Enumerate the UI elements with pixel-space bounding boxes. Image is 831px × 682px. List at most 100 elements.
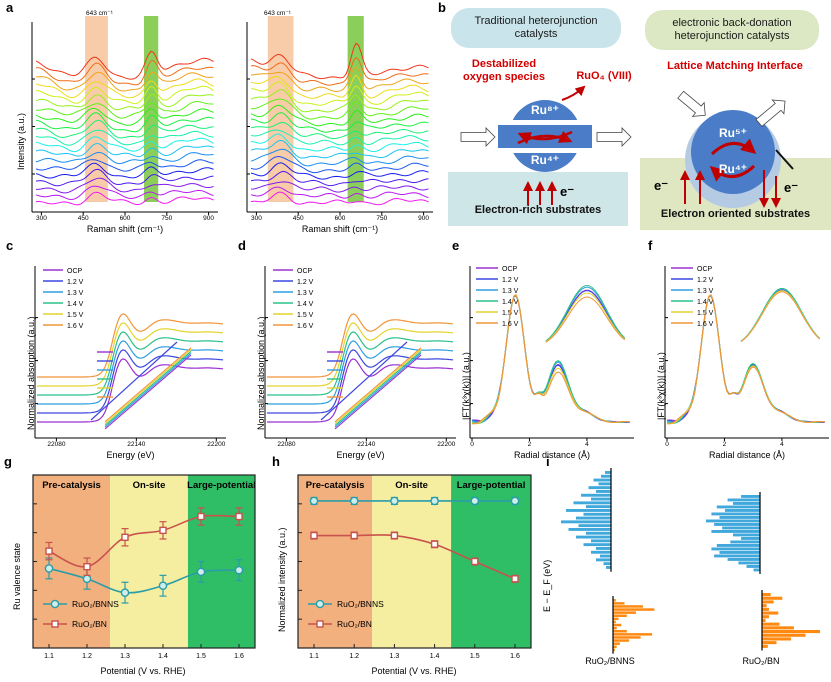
svg-text:22200: 22200 xyxy=(207,441,225,448)
svg-text:1.2 V: 1.2 V xyxy=(697,277,714,284)
schematic-arrows-layer xyxy=(460,85,794,208)
svg-text:1.6 V: 1.6 V xyxy=(297,323,314,330)
svg-text:1.5: 1.5 xyxy=(470,653,480,660)
exafs-left-xaxis-label: Radial distance (Å) xyxy=(513,450,591,460)
svg-text:2: 2 xyxy=(723,441,727,448)
svg-text:1.4: 1.4 xyxy=(430,653,440,660)
ru4-right-label: Ru⁴⁺ xyxy=(718,162,748,176)
svg-text:OCP: OCP xyxy=(67,268,83,275)
svg-text:OCP: OCP xyxy=(697,266,713,273)
xanes-right-yaxis-label: Normalized absorption (a.u.) xyxy=(256,316,266,430)
trend-right-plot: Pre-catalysis On-site Large-potential 1.1 1.… xyxy=(297,474,532,660)
svg-text:1.5 V: 1.5 V xyxy=(297,312,314,319)
svg-text:1.5: 1.5 xyxy=(196,653,206,660)
svg-text:1.2 V: 1.2 V xyxy=(502,277,519,284)
svg-text:OCP: OCP xyxy=(502,266,518,273)
svg-text:1.6 V: 1.6 V xyxy=(67,323,84,330)
raman-waterfall-left-plot: 300 450 600 750 900 xyxy=(31,16,218,222)
ru5-label: Ru⁵⁺ xyxy=(719,126,747,140)
xanes-left-yaxis-label: Normalized absorption (a.u.) xyxy=(26,316,36,430)
svg-text:OCP: OCP xyxy=(297,268,313,275)
trend-left-yaxis-label: Ru valence state xyxy=(12,542,22,610)
hist-yaxis-label: E − E_F (eV) xyxy=(542,559,552,612)
svg-text:1.3: 1.3 xyxy=(390,653,400,660)
svg-text:1.6 V: 1.6 V xyxy=(697,321,714,328)
svg-text:1.3 V: 1.3 V xyxy=(67,290,84,297)
panel-letter-e: e xyxy=(452,238,460,253)
lattice-matching-label: Lattice Matching Interface xyxy=(667,60,803,72)
svg-text:600: 600 xyxy=(120,215,131,222)
electron-label-right-1: e⁻ xyxy=(654,178,669,193)
svg-text:22080: 22080 xyxy=(47,441,65,448)
svg-text:RuO₂/BN: RuO₂/BN xyxy=(72,619,107,629)
left-substrate-label: Electron-rich substrates xyxy=(474,204,602,216)
xanes-left-xaxis-label: Energy (eV) xyxy=(106,450,155,460)
svg-text:450: 450 xyxy=(78,215,89,222)
svg-text:On-site: On-site xyxy=(133,480,166,491)
svg-text:Large-potential: Large-potential xyxy=(457,480,526,491)
panel-letter-g: g xyxy=(4,454,12,469)
ru8-label: Ru⁸⁺ xyxy=(530,103,559,117)
svg-text:1.6 V: 1.6 V xyxy=(502,321,519,328)
dos-histograms-plot xyxy=(561,468,820,654)
svg-text:1.2: 1.2 xyxy=(82,653,92,660)
svg-text:2: 2 xyxy=(528,441,532,448)
hist-right-column-caption: RuO₂/BN xyxy=(742,656,780,666)
trend-left-plot: Pre-catalysis On-site Large-potential 1.1 1.… xyxy=(32,474,256,660)
raman-band-annotation-right: 643 cm⁻¹ xyxy=(264,10,291,17)
svg-text:22200: 22200 xyxy=(437,441,455,448)
svg-text:600: 600 xyxy=(335,215,346,222)
svg-text:22140: 22140 xyxy=(357,441,375,448)
svg-text:22080: 22080 xyxy=(277,441,295,448)
svg-text:1.6: 1.6 xyxy=(234,653,244,660)
svg-text:1.5 V: 1.5 V xyxy=(67,312,84,319)
svg-text:1.6: 1.6 xyxy=(510,653,520,660)
svg-text:RuO₂/BNNS: RuO₂/BNNS xyxy=(72,599,119,609)
raman-right-xaxis-label: Raman shift (cm⁻¹) xyxy=(301,224,379,234)
exafs-left-yaxis-label: |FT(k³χ(k))| (a.u.) xyxy=(461,352,471,420)
left-header-text: Traditional heterojunction catalysts xyxy=(474,15,598,40)
svg-text:RuO₂/BN: RuO₂/BN xyxy=(337,619,372,629)
electron-label-left: e⁻ xyxy=(560,184,575,199)
left-header-box: Traditional heterojunction catalysts xyxy=(451,8,621,48)
right-header-text: electronic back-donation heterojunction … xyxy=(672,17,792,42)
trend-left-xaxis-label: Potential (V vs. RHE) xyxy=(100,666,186,676)
panel-letter-i: i xyxy=(546,454,550,469)
svg-text:1.4 V: 1.4 V xyxy=(297,301,314,308)
trend-right-yaxis-label: Normalized intensity (a.u.) xyxy=(277,527,287,632)
xanes-right-xaxis-label: Energy (eV) xyxy=(336,450,385,460)
svg-text:1.4 V: 1.4 V xyxy=(502,299,519,306)
destabilized-oxygen-label: Destabilized oxygen species xyxy=(463,58,545,83)
svg-text:300: 300 xyxy=(36,215,47,222)
svg-text:750: 750 xyxy=(376,215,387,222)
svg-text:1.2: 1.2 xyxy=(349,653,359,660)
catalyst-schematic: Traditional heterojunction catalysts ele… xyxy=(446,2,831,234)
right-substrate-label: Electron oriented substrates xyxy=(660,208,811,220)
panel-letter-h: h xyxy=(272,454,280,469)
svg-text:1.3 V: 1.3 V xyxy=(697,288,714,295)
panel-letter-a: a xyxy=(6,0,14,15)
svg-text:1.4 V: 1.4 V xyxy=(67,301,84,308)
svg-text:4: 4 xyxy=(585,441,589,448)
svg-text:1.4 V: 1.4 V xyxy=(697,299,714,306)
trend-right-xaxis-label: Potential (V vs. RHE) xyxy=(371,666,457,676)
svg-text:4: 4 xyxy=(780,441,784,448)
svg-text:900: 900 xyxy=(203,215,214,222)
raman-left-xaxis-label: Raman shift (cm⁻¹) xyxy=(86,224,164,234)
svg-text:450: 450 xyxy=(293,215,304,222)
svg-text:On-site: On-site xyxy=(395,480,428,491)
panel-letter-b: b xyxy=(438,0,446,15)
svg-text:22140: 22140 xyxy=(127,441,145,448)
exafs-right-xaxis-label: Radial distance (Å) xyxy=(708,450,786,460)
svg-text:1.3 V: 1.3 V xyxy=(297,290,314,297)
xanes-right-plot: OCP 1.2 V 1.3 V 1.4 V 1.5 V 1.6 V 22080 22140 22… xyxy=(264,266,456,448)
raman-waterfall-right-plot: 300 450 600 750 900 xyxy=(246,16,433,222)
ru4-left-label: Ru⁴⁺ xyxy=(530,153,560,167)
svg-text:1.1: 1.1 xyxy=(44,653,54,660)
panel-letter-c: c xyxy=(6,238,14,253)
right-header-box: electronic back-donation heterojunction … xyxy=(645,10,819,50)
svg-text:1.2 V: 1.2 V xyxy=(297,279,314,286)
svg-text:Pre-catalysis: Pre-catalysis xyxy=(306,480,365,491)
